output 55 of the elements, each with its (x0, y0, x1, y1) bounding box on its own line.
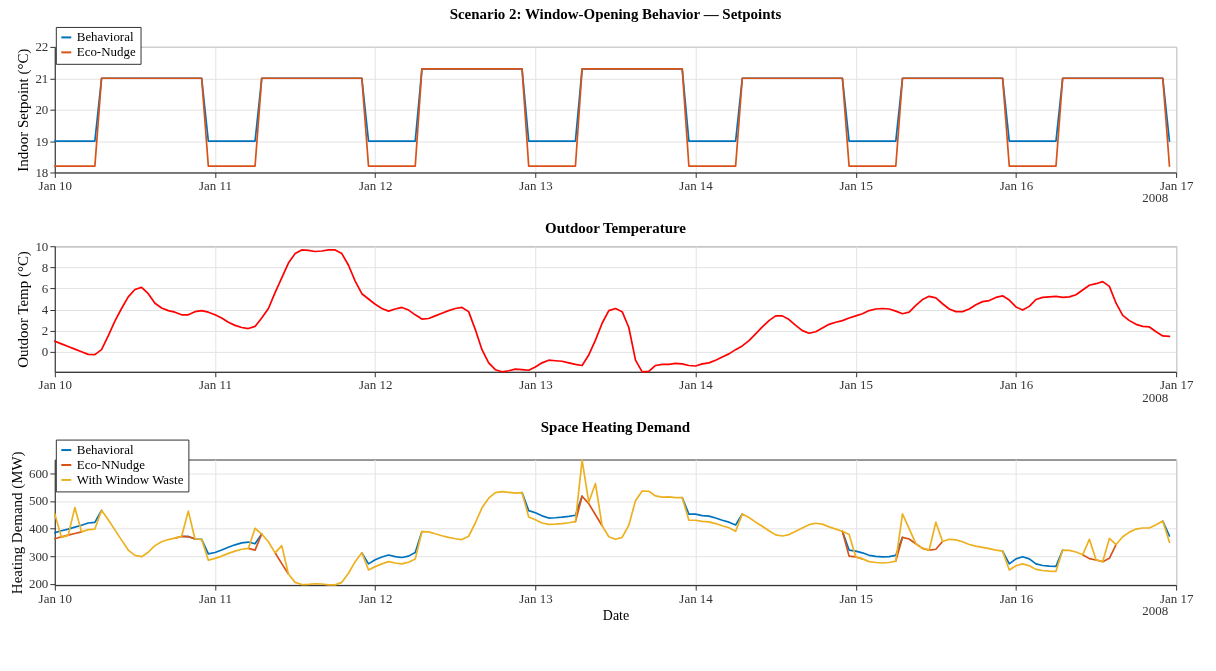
x-tick-label: Jan 16 (999, 177, 1034, 193)
x-tick-label: Jan 15 (839, 177, 873, 193)
x-tick-label: Jan 15 (839, 377, 873, 393)
y-axis-title: Heating Demand (MW) (8, 451, 26, 595)
x-tick-label: Jan 15 (839, 590, 873, 606)
x-tick-label: Jan 14 (679, 177, 714, 193)
chart-title: Outdoor Temperature (545, 220, 687, 237)
y-tick-label: 22 (35, 39, 49, 55)
y-tick-label: 4 (41, 302, 49, 318)
y-tick-label: 10 (35, 238, 49, 254)
y-tick-label: 300 (28, 548, 49, 564)
legend-label: Behavioral (76, 442, 134, 458)
line-series (53, 459, 1171, 586)
y-tick-label: 8 (41, 259, 49, 275)
x-tick-label: Jan 11 (199, 590, 232, 606)
y-tick-label: 500 (28, 493, 49, 509)
y-tick-label: 400 (28, 521, 49, 537)
line-series (53, 249, 1171, 373)
chart-title: Space Heating Demand (540, 419, 691, 436)
x-tick-label: Jan 10 (38, 590, 73, 606)
text: 2008 (1142, 190, 1169, 206)
x-tick-label: Jan 16 (999, 590, 1034, 606)
y-tick-label: 200 (28, 576, 49, 592)
legend-label: Eco-NNudge (76, 456, 146, 472)
x-tick-label: Jan 14 (679, 590, 714, 606)
x-tick-label: Jan 11 (199, 177, 232, 193)
x-tick-label: Jan 12 (358, 177, 393, 193)
y-axis-title: Outdoor Temp (°C) (15, 251, 33, 368)
x-tick-label: Jan 16 (999, 377, 1034, 393)
legend-label: Eco-Nudge (76, 44, 136, 60)
x-tick-label: Jan 12 (358, 377, 393, 393)
text: 2008 (1142, 603, 1169, 619)
y-tick-label: 6 (41, 280, 49, 296)
x-tick-label: Jan 13 (519, 590, 553, 606)
chart-title: Scenario 2: Window-Opening Behavior — Setpoints (449, 6, 782, 23)
y-tick-label: 19 (35, 133, 49, 149)
y-tick-label: 600 (28, 465, 49, 481)
x-tick-label: Jan 13 (519, 377, 553, 393)
y-axis-title: Indoor Setpoint (°C) (15, 48, 33, 172)
y-tick-label: 20 (35, 102, 49, 118)
x-tick-label: Jan 10 (38, 377, 73, 393)
x-tick-label: Jan 10 (38, 177, 73, 193)
y-tick-label: 0 (41, 344, 49, 360)
x-tick-label: Jan 12 (358, 590, 393, 606)
x-tick-label: Jan 11 (199, 377, 232, 393)
y-tick-label: 21 (35, 70, 49, 86)
y-tick-label: 2 (41, 323, 49, 339)
y-tick-label: 18 (35, 164, 49, 180)
x-tick-label: Jan 17 (1159, 177, 1194, 193)
x-tick-label: Jan 14 (679, 377, 714, 393)
legend-label: With Window Waste (76, 471, 184, 487)
x-tick-label: Jan 13 (519, 177, 553, 193)
legend-label: Behavioral (76, 29, 134, 45)
x-axis-title: Date (602, 608, 630, 624)
x-tick-label: Jan 17 (1159, 590, 1194, 606)
